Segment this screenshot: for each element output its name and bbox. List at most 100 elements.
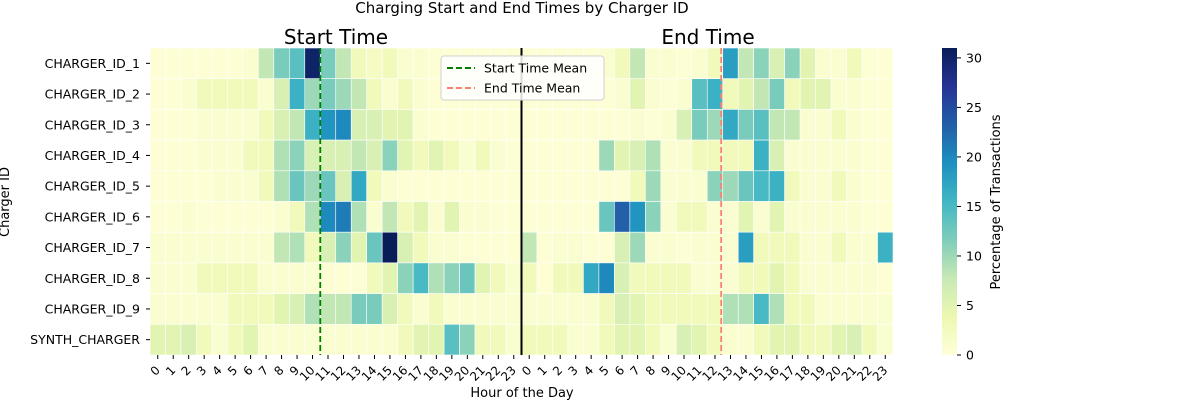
heatmap-cell (737, 47, 754, 80)
heatmap-cell (552, 139, 569, 172)
heatmap-cell (722, 170, 739, 202)
heatmap-cell (319, 47, 337, 80)
heatmap-cell (304, 262, 321, 294)
y-tick-label: CHARGER_ID_1 (45, 56, 140, 71)
heatmap-cell (830, 47, 847, 80)
heatmap-cell (335, 139, 352, 172)
heatmap-cell (799, 109, 816, 141)
x-tick-label: 1 (535, 363, 550, 378)
heatmap-cell (227, 109, 244, 141)
heatmap-cell (304, 78, 321, 110)
heatmap-cell (722, 201, 739, 233)
heatmap-cell (675, 109, 693, 141)
heatmap-cell (784, 231, 801, 264)
heatmap-cell (428, 293, 445, 325)
heatmap-cell (289, 262, 306, 294)
heatmap-cell (366, 201, 383, 233)
heatmap-cell (273, 323, 290, 356)
heatmap-cell (583, 231, 600, 264)
heatmap-cell (474, 262, 491, 294)
y-tick-labels: CHARGER_ID_1 CHARGER_ID_2 CHARGER_ID_3 CHAR… (30, 56, 150, 347)
x-tick-label: 23 (498, 363, 519, 384)
heatmap-cell (598, 262, 615, 294)
heatmap-cell (846, 109, 863, 141)
heatmap-cell (799, 293, 816, 325)
heatmap-cell (211, 231, 228, 264)
heatmap-cell (815, 170, 832, 202)
heatmap-cell (211, 323, 228, 356)
heatmap-cell (799, 139, 816, 172)
heatmap-cell (428, 323, 445, 356)
heatmap-cell (180, 109, 197, 141)
heatmap-cell (722, 47, 739, 80)
heatmap-cell (258, 293, 275, 325)
heatmap-cell (567, 293, 584, 325)
heatmap-cell (768, 109, 785, 141)
heatmap-cell (737, 262, 754, 294)
heatmap-cell (691, 78, 708, 110)
heatmap-cell (335, 231, 352, 264)
heatmap-cell (784, 47, 801, 80)
heatmap-cell (242, 47, 259, 80)
heatmap-cell (381, 262, 398, 294)
heatmap-cell (815, 262, 832, 294)
heatmap-cell (443, 201, 460, 233)
heatmap-cell (381, 47, 398, 80)
x-tick-label: 7 (627, 363, 642, 378)
heatmap-cell (319, 109, 337, 141)
heatmap-cell (598, 293, 615, 325)
heatmap-cell (768, 323, 785, 356)
heatmap-cell (397, 47, 414, 80)
heatmap-cell (165, 78, 182, 110)
heatmap-cell (304, 201, 321, 233)
colorbar-tick-label: 0 (966, 348, 974, 363)
heatmap-cell (660, 78, 677, 110)
heatmap-cell (567, 323, 584, 356)
heatmap-cell (737, 78, 754, 110)
heatmap-cell (645, 231, 662, 264)
heatmap-cell (242, 109, 259, 141)
heatmap-cell (552, 231, 569, 264)
heatmap-cell (737, 109, 754, 141)
end-panel-title: End Time (661, 25, 754, 49)
heatmap-cell (443, 109, 460, 141)
heatmap-cell (583, 201, 600, 233)
heatmap-cell (536, 323, 553, 356)
heatmap-cell (304, 293, 321, 325)
heatmap-cell (505, 231, 522, 264)
heatmap-cell (614, 47, 631, 80)
heatmap-cell (397, 293, 414, 325)
heatmap-cell (567, 201, 584, 233)
heatmap-cell (521, 170, 538, 202)
heatmap-cell (412, 201, 429, 233)
heatmap-cell (583, 109, 600, 141)
heatmap-cell (521, 262, 538, 294)
heatmap-cell (505, 293, 522, 325)
heatmap-cell (180, 78, 197, 110)
heatmap-cell (273, 47, 290, 80)
heatmap-cell (521, 293, 538, 325)
heatmap-cell (846, 47, 863, 80)
x-tick-label: 2 (550, 363, 565, 378)
heatmap-cell (861, 201, 878, 233)
heatmap-cell (180, 201, 197, 233)
legend-label: End Time Mean (484, 81, 580, 96)
colorbar-tick-label: 10 (966, 248, 982, 263)
heatmap-cell (490, 262, 507, 294)
heatmap-cell (722, 293, 739, 325)
heatmap-cell (490, 170, 507, 202)
heatmap-cell (397, 201, 414, 233)
heatmap-cell (149, 47, 166, 80)
heatmap-cell (490, 139, 507, 172)
colorbar-ticks: 0 5 10 15 20 25 30 (957, 50, 982, 363)
heatmap-cell (335, 47, 352, 80)
heatmap-cell (443, 170, 460, 202)
heatmap-cell (629, 262, 646, 294)
heatmap-cell (180, 262, 197, 294)
heatmap-cell (815, 201, 832, 233)
heatmap-cell (366, 139, 383, 172)
heatmap-cell (397, 262, 414, 294)
heatmap-cell (366, 231, 383, 264)
x-tick-label: 8 (271, 363, 286, 378)
heatmap-cell (335, 78, 352, 110)
